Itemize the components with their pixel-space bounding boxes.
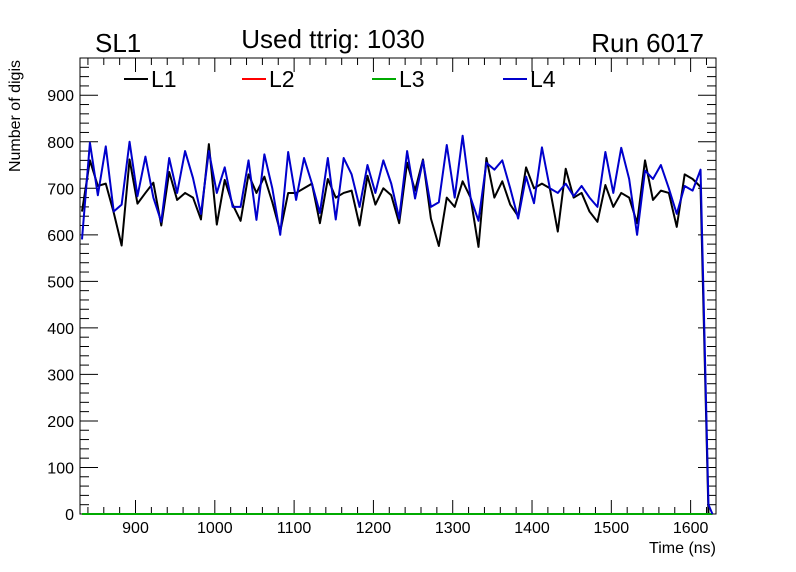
y-tick-label: 500 (47, 274, 74, 291)
x-tick-label: 1000 (197, 520, 233, 537)
y-tick-label: 700 (47, 181, 74, 198)
y-tick-label: 200 (47, 414, 74, 431)
y-tick-label: 600 (47, 228, 74, 245)
x-tick-label: 1600 (673, 520, 709, 537)
y-tick-label: 100 (47, 460, 74, 477)
y-tick-label: 300 (47, 367, 74, 384)
legend-label-l1: L1 (151, 66, 177, 92)
sl-label: SL1 (95, 28, 141, 58)
y-tick-label: 400 (47, 321, 74, 338)
axis-ticks (80, 58, 716, 515)
x-tick-label: 1100 (277, 520, 312, 537)
series-line-l1 (80, 143, 713, 515)
legend-label-l2: L2 (269, 66, 295, 92)
x-axis-title: Time (ns) (649, 540, 716, 557)
x-tick-label: 1300 (435, 520, 471, 537)
x-tick-label: 1400 (514, 520, 550, 537)
series-line-l4 (80, 134, 714, 515)
run-label: Run 6017 (591, 28, 704, 58)
x-tick-label: 900 (122, 520, 149, 537)
y-tick-labels: 0 100 200 300 400 500 600 700 800 900 (47, 88, 74, 524)
x-tick-labels: 900 1000 1100 1200 1300 1400 1500 1600 (122, 520, 708, 537)
legend: L1 L2 L3 L4 (124, 66, 556, 92)
x-tick-label: 1200 (356, 520, 392, 537)
y-axis-title: Number of digis (7, 60, 24, 172)
y-tick-label: 900 (47, 88, 74, 105)
legend-label-l3: L3 (399, 66, 425, 92)
series-lines (80, 134, 714, 515)
x-tick-label: 1500 (594, 520, 630, 537)
chart-title: Used ttrig: 1030 (241, 24, 425, 54)
y-tick-label: 800 (47, 135, 74, 152)
y-tick-label: 0 (65, 507, 74, 524)
legend-label-l4: L4 (530, 66, 556, 92)
